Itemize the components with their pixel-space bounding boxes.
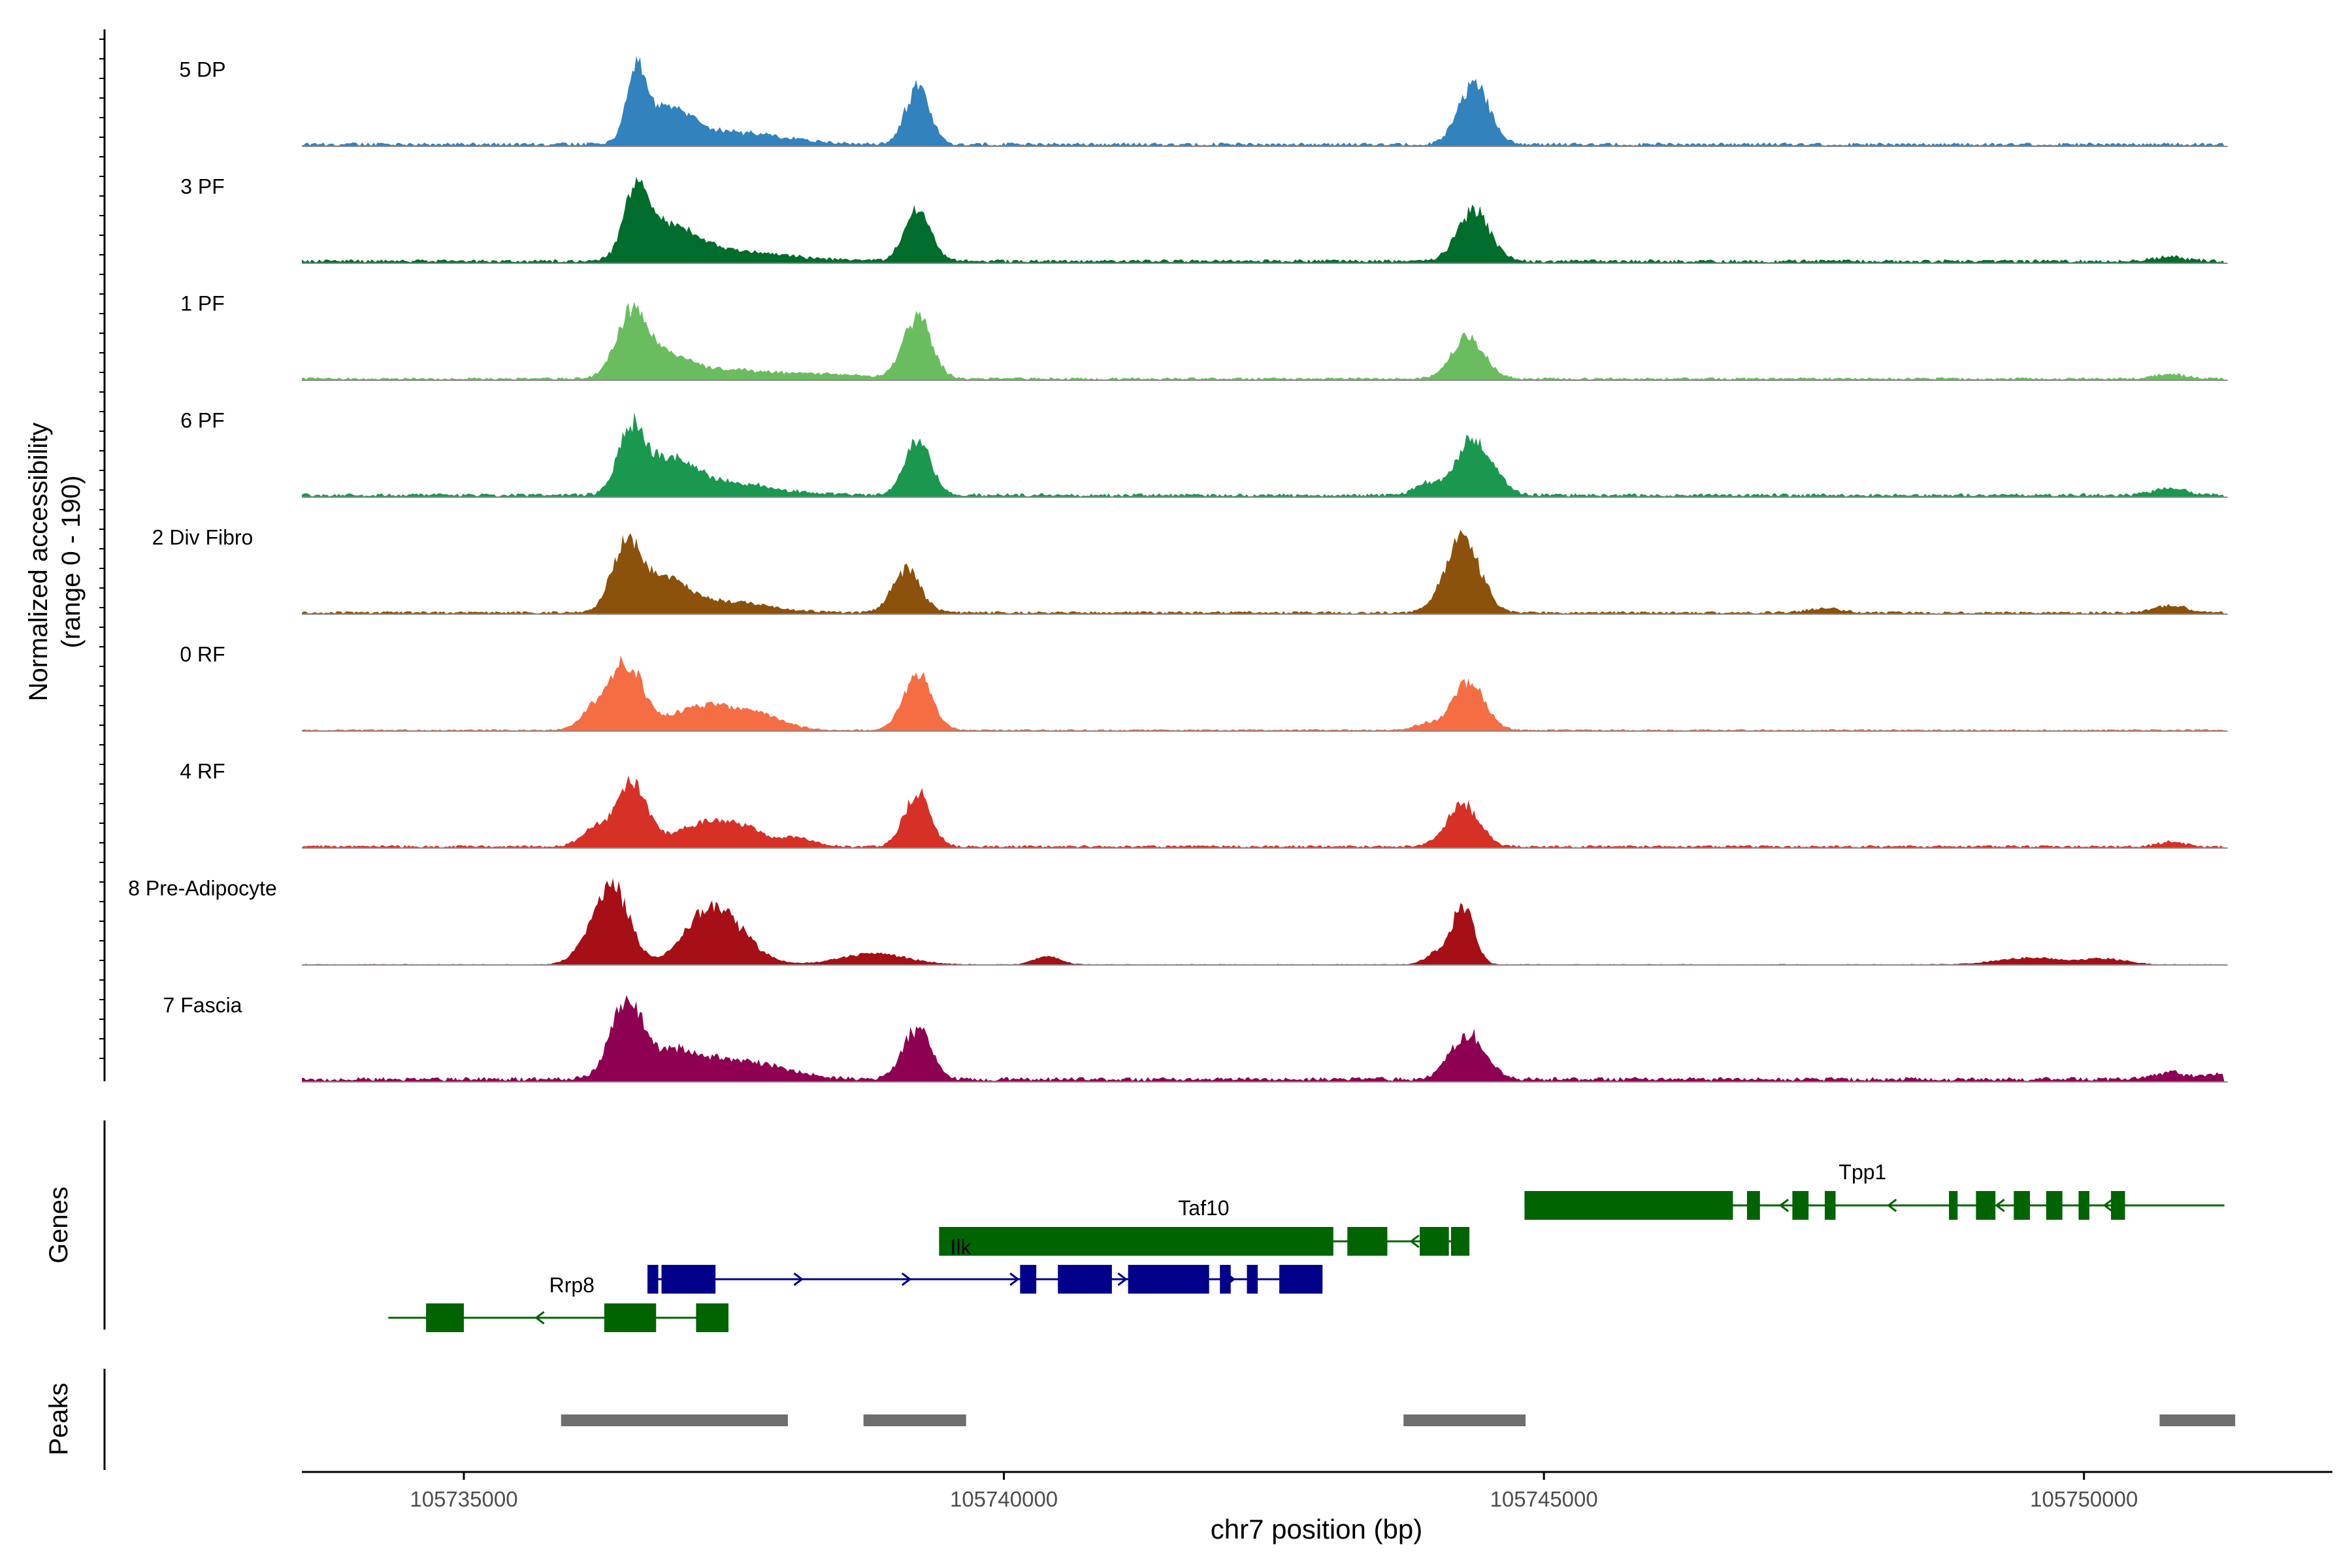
track-1-pf: 1 PF	[180, 292, 2228, 381]
peak-region	[2159, 1414, 2236, 1426]
gene-rrp8: Rrp8	[388, 1273, 729, 1332]
exon	[1279, 1265, 1323, 1294]
exon	[1524, 1191, 1733, 1220]
exon	[1347, 1227, 1388, 1256]
track-2-div-fibro: 2 Div Fibro	[152, 526, 2228, 615]
peak-track	[561, 1414, 2236, 1426]
coverage-area	[302, 655, 2225, 731]
exon	[2111, 1191, 2125, 1220]
gene-label: Tpp1	[1838, 1160, 1886, 1184]
coverage-area	[302, 878, 2225, 965]
strand-arrow	[793, 1272, 804, 1286]
y-axis-title-line2: (range 0 - 190)	[57, 476, 86, 649]
exon	[426, 1303, 464, 1332]
x-axis-title: chr7 position (bp)	[1211, 1514, 1423, 1544]
track-label: 2 Div Fibro	[152, 526, 253, 549]
exon	[939, 1227, 1333, 1256]
exon	[1825, 1191, 1836, 1220]
coverage-area	[302, 412, 2225, 497]
coverage-area	[302, 995, 2225, 1082]
exon	[1949, 1191, 1958, 1220]
genes-panel-label: Genes	[44, 1186, 73, 1264]
exon	[647, 1265, 659, 1294]
peak-region	[863, 1414, 966, 1426]
exon	[1450, 1227, 1470, 1256]
x-tick-label: 105750000	[2030, 1487, 2138, 1511]
track-label: 7 Fascia	[163, 994, 242, 1017]
x-tick-label: 105745000	[1490, 1487, 1598, 1511]
track-4-rf: 4 RF	[180, 760, 2228, 849]
coverage-area	[302, 301, 2225, 380]
track-label: 3 PF	[180, 175, 225, 199]
strand-arrow	[1887, 1198, 1897, 1213]
gene-taf10: Taf10	[939, 1196, 1470, 1256]
coverage-area	[302, 775, 2225, 848]
coverage-area	[302, 56, 2225, 146]
exon	[1247, 1265, 1258, 1294]
track-7-fascia: 7 Fascia	[163, 994, 2228, 1083]
strand-arrow	[1778, 1198, 1789, 1213]
track-label: 5 DP	[179, 58, 225, 82]
peak-region	[1403, 1414, 1526, 1426]
gene-label: Taf10	[1178, 1196, 1229, 1220]
coverage-area	[302, 529, 2225, 614]
exon	[1128, 1265, 1209, 1294]
track-label: 0 RF	[180, 643, 225, 666]
exon	[696, 1303, 729, 1332]
track-label: 6 PF	[180, 409, 225, 433]
exon	[1792, 1191, 1809, 1220]
strand-arrow	[901, 1272, 912, 1286]
strand-arrow	[1009, 1272, 1020, 1286]
exon	[1020, 1265, 1037, 1294]
strand-arrow	[2102, 1198, 2114, 1213]
gene-annotation-track: Taf10 Ilk Rrp8 Tpp1	[388, 1160, 2225, 1332]
peaks-panel-label: Peaks	[44, 1382, 73, 1455]
exon	[2078, 1191, 2090, 1220]
exon	[2046, 1191, 2063, 1220]
strand-arrow	[1409, 1234, 1420, 1249]
gene-tpp1: Tpp1	[1524, 1160, 2225, 1220]
strand-arrow	[1117, 1272, 1128, 1286]
exon	[1058, 1265, 1112, 1294]
track-label: 8 Pre-Adipocyte	[128, 877, 277, 900]
strand-arrow	[1995, 1198, 2005, 1213]
track-8-pre-adipocyte: 8 Pre-Adipocyte	[128, 877, 2228, 966]
exon	[1420, 1227, 1449, 1256]
exon	[1220, 1265, 1231, 1294]
track-6-pf: 6 PF	[180, 409, 2228, 498]
track-5-dp: 5 DP	[179, 56, 2228, 147]
x-axis-ticks: 105735000 105740000 105745000 105750000	[410, 1472, 2138, 1511]
tracks-y-axis-ticks	[99, 39, 105, 1059]
exon	[2014, 1191, 2031, 1220]
x-tick-label: 105735000	[410, 1487, 517, 1511]
peak-region	[561, 1414, 788, 1426]
x-tick-label: 105740000	[950, 1487, 1058, 1511]
exon	[661, 1265, 716, 1294]
exon	[1976, 1191, 1996, 1220]
y-axis-title: Normalized accessibility (range 0 - 190)	[24, 423, 86, 702]
gene-ilk: Ilk	[647, 1235, 1323, 1294]
track-label: 4 RF	[180, 760, 225, 783]
track-3-pf: 3 PF	[180, 175, 2228, 264]
track-label: 1 PF	[180, 292, 225, 316]
coverage-tracks: 5 DP 3 PF 1 PF 6 PF 2 Div Fibro 0 RF 4 RF 8 Pre…	[128, 56, 2228, 1083]
gene-label: Ilk	[950, 1235, 972, 1259]
coverage-area	[302, 176, 2225, 263]
y-axis-title-line1: Normalized accessibility	[24, 423, 53, 702]
exon	[604, 1303, 657, 1332]
exon	[1746, 1191, 1760, 1220]
gene-label: Rrp8	[549, 1273, 595, 1297]
strand-arrow	[534, 1311, 545, 1325]
track-0-rf: 0 RF	[180, 643, 2228, 732]
